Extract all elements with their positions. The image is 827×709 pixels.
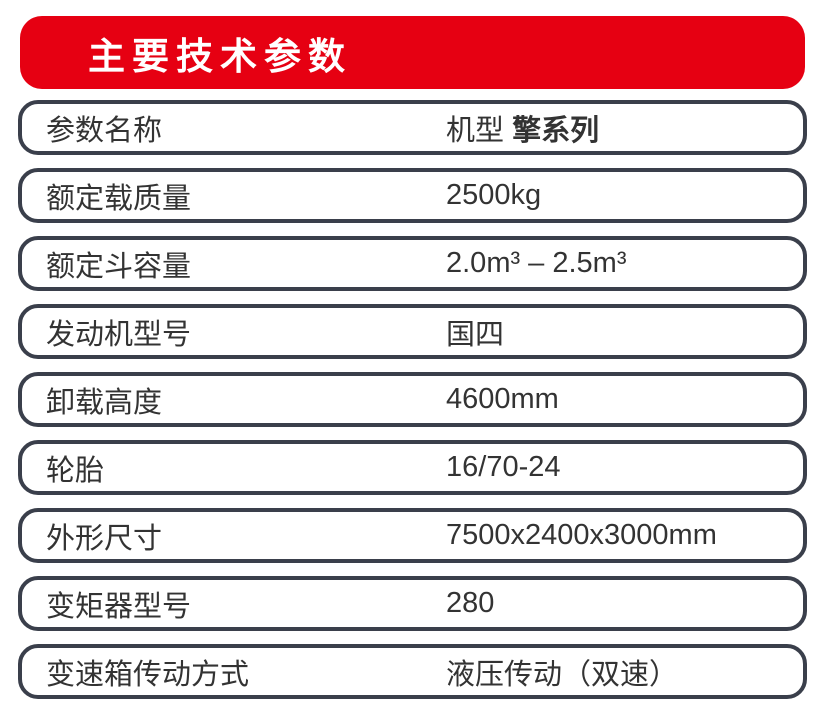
param-value: 280 <box>446 587 803 620</box>
param-name: 变矩器型号 <box>46 590 192 623</box>
param-name: 轮胎 <box>46 454 105 487</box>
param-value: 7500x2400x3000mm <box>446 519 803 552</box>
section-title: 主要技术参数 <box>88 35 352 77</box>
table-row: 发动机型号 国四 <box>18 304 807 359</box>
param-value-text: 7500x2400x3000mm <box>446 519 717 551</box>
param-value: 4600mm <box>446 383 803 416</box>
table-row: 卸载高度 4600mm <box>18 372 807 427</box>
param-name: 外形尺寸 <box>46 522 163 555</box>
param-value-text: 液压传动（双速） <box>446 658 679 691</box>
param-name: 变速箱传动方式 <box>46 658 250 691</box>
param-value-text: 2500kg <box>446 179 542 211</box>
param-name: 发动机型号 <box>46 318 192 351</box>
param-value-text: 2.0m³ – 2.5m³ <box>446 247 627 279</box>
param-value: 2500kg <box>446 179 803 212</box>
table-row: 外形尺寸 7500x2400x3000mm <box>18 508 807 563</box>
param-name: 额定载质量 <box>46 182 192 215</box>
table-row: 轮胎 16/70-24 <box>18 440 807 495</box>
param-name: 额定斗容量 <box>46 250 192 283</box>
table-row: 变速箱传动方式 液压传动（双速） <box>18 644 807 699</box>
param-value: 机型 擎系列 <box>446 107 803 149</box>
param-value-text: 机型 <box>446 114 513 147</box>
param-value: 16/70-24 <box>446 451 803 484</box>
param-value: 液压传动（双速） <box>446 651 803 693</box>
param-value: 国四 <box>446 311 803 353</box>
table-row: 额定斗容量 2.0m³ – 2.5m³ <box>18 236 807 291</box>
table-row: 额定载质量 2500kg <box>18 168 807 223</box>
table-row: 参数名称 机型 擎系列 <box>18 100 807 155</box>
spec-table: 参数名称 机型 擎系列 额定载质量 2500kg 额定斗容量 2.0m³ – 2… <box>18 100 807 699</box>
section-header-banner: 主要技术参数 <box>20 16 805 89</box>
param-value-text: 280 <box>446 587 495 619</box>
param-name: 卸载高度 <box>46 386 163 419</box>
param-value: 2.0m³ – 2.5m³ <box>446 247 803 280</box>
param-name: 参数名称 <box>46 114 163 147</box>
param-value-text: 国四 <box>446 318 505 351</box>
table-row: 变矩器型号 280 <box>18 576 807 631</box>
param-value-text: 16/70-24 <box>446 451 561 483</box>
param-value-bold: 擎系列 <box>512 114 600 147</box>
param-value-text: 4600mm <box>446 383 559 415</box>
